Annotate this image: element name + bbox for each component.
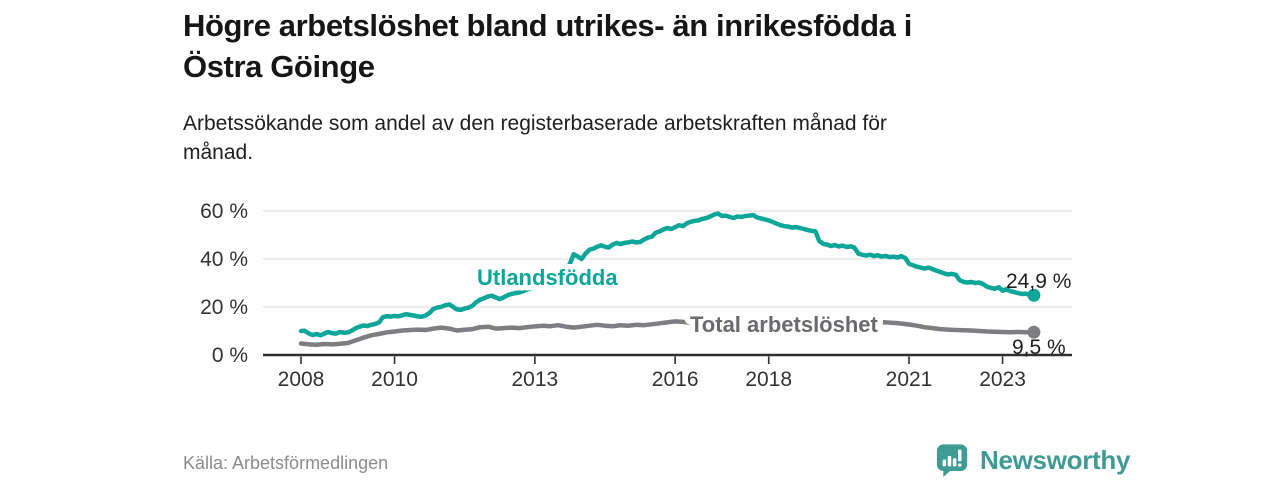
page-title: Högre arbetslöshet bland utrikes- än inr… bbox=[183, 5, 912, 87]
x-axis-label: 2021 bbox=[886, 368, 933, 391]
series-line bbox=[298, 319, 1037, 347]
speech-bubble-tail bbox=[943, 469, 953, 477]
x-axis-label: 2016 bbox=[652, 368, 699, 391]
y-axis-label: 20 % bbox=[200, 296, 248, 319]
bar-tall bbox=[952, 458, 957, 467]
x-axis-label: 2008 bbox=[278, 368, 325, 391]
title-line-1: Högre arbetslöshet bland utrikes- än inr… bbox=[183, 8, 912, 43]
y-axis-label: 0 % bbox=[212, 344, 248, 367]
series-end-dot bbox=[1027, 288, 1041, 302]
x-axis-label: 2013 bbox=[511, 368, 558, 391]
chart-subtitle: Arbetssökande som andel av den registerb… bbox=[183, 109, 887, 167]
y-axis-label: 60 % bbox=[200, 200, 248, 223]
x-axis-label: 2018 bbox=[745, 368, 792, 391]
newsworthy-brand: Newsworthy bbox=[936, 441, 1130, 479]
newsworthy-wordmark: Newsworthy bbox=[980, 444, 1131, 475]
series-end-dot bbox=[1027, 325, 1041, 339]
y-axis-label: 40 % bbox=[200, 248, 248, 271]
series-end-value: 24,9 % bbox=[1006, 270, 1071, 293]
x-axis-label: 2023 bbox=[979, 368, 1026, 391]
bar-small bbox=[942, 459, 947, 467]
newsworthy-logo-icon bbox=[936, 444, 968, 477]
series-line bbox=[298, 211, 1037, 338]
series-label: Total arbetslöshet bbox=[690, 312, 879, 337]
title-line-2: Östra Göinge bbox=[183, 49, 375, 84]
series-label: Utlandsfödda bbox=[477, 265, 618, 290]
series-end-value: 9,5 % bbox=[1012, 336, 1066, 359]
bar-medium bbox=[947, 455, 952, 467]
subtitle-line-1: Arbetssökande som andel av den registerb… bbox=[183, 112, 887, 135]
subtitle-line-2: månad. bbox=[183, 141, 254, 164]
exclamation-dot bbox=[958, 463, 962, 467]
source-credit: Källa: Arbetsförmedlingen bbox=[183, 453, 389, 473]
exclamation-stem bbox=[958, 449, 962, 462]
x-axis-label: 2010 bbox=[371, 368, 418, 391]
